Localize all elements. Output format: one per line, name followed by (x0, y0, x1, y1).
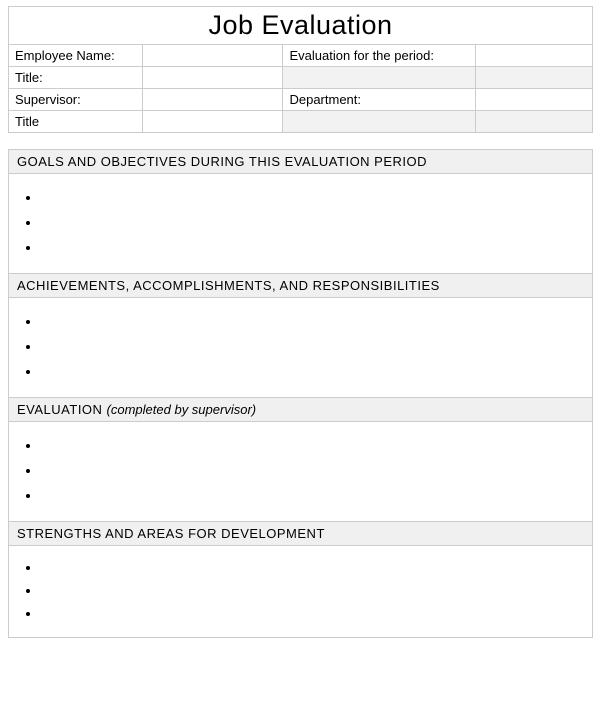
header-row: Title (9, 111, 593, 133)
page-title: Job Evaluation (208, 10, 392, 40)
title-label: Title: (9, 67, 143, 89)
page-container: Job Evaluation Employee Name: Evaluation… (0, 0, 601, 644)
bullet-item (41, 606, 582, 621)
section-header: STRENGTHS AND AREAS FOR DEVELOPMENT (9, 522, 592, 546)
section-header-text: STRENGTHS AND AREAS FOR DEVELOPMENT (17, 526, 325, 541)
section-header-text: ACHIEVEMENTS, ACCOMPLISHMENTS, AND RESPO… (17, 278, 440, 293)
bullet-item (41, 364, 582, 379)
header-row: Supervisor: Department: (9, 89, 593, 111)
bullet-item (41, 463, 582, 478)
bullet-item (41, 314, 582, 329)
bullet-list (19, 190, 582, 255)
employee-name-label: Employee Name: (9, 45, 143, 67)
section-header: ACHIEVEMENTS, ACCOMPLISHMENTS, AND RESPO… (9, 274, 592, 298)
section-strengths: STRENGTHS AND AREAS FOR DEVELOPMENT (8, 521, 593, 638)
section-body (9, 546, 592, 637)
title-value (143, 67, 283, 89)
bullet-item (41, 438, 582, 453)
evaluation-period-label: Evaluation for the period: (283, 45, 476, 67)
bullet-item (41, 339, 582, 354)
header-row: Employee Name: Evaluation for the period… (9, 45, 593, 67)
empty-cell (283, 67, 476, 89)
bullet-list (19, 438, 582, 503)
section-evaluation: EVALUATION (completed by supervisor) (8, 397, 593, 522)
supervisor-title-value (143, 111, 283, 133)
supervisor-value (143, 89, 283, 111)
section-goals: GOALS AND OBJECTIVES DURING THIS EVALUAT… (8, 149, 593, 274)
section-achievements: ACHIEVEMENTS, ACCOMPLISHMENTS, AND RESPO… (8, 273, 593, 398)
bullet-item (41, 560, 582, 575)
bullet-item (41, 583, 582, 598)
bullet-item (41, 488, 582, 503)
section-body (9, 422, 592, 521)
bullet-item (41, 240, 582, 255)
empty-cell (283, 111, 476, 133)
employee-name-value (143, 45, 283, 67)
supervisor-label: Supervisor: (9, 89, 143, 111)
bullet-list (19, 314, 582, 379)
section-header: GOALS AND OBJECTIVES DURING THIS EVALUAT… (9, 150, 592, 174)
header-table: Job Evaluation Employee Name: Evaluation… (8, 6, 593, 133)
bullet-item (41, 215, 582, 230)
section-body (9, 174, 592, 273)
section-header: EVALUATION (completed by supervisor) (9, 398, 592, 422)
bullet-list (19, 560, 582, 621)
section-header-suffix: (completed by supervisor) (107, 402, 257, 417)
bullet-item (41, 190, 582, 205)
department-label: Department: (283, 89, 476, 111)
section-header-text: GOALS AND OBJECTIVES DURING THIS EVALUAT… (17, 154, 427, 169)
evaluation-period-value (476, 45, 593, 67)
header-row: Title: (9, 67, 593, 89)
supervisor-title-label: Title (9, 111, 143, 133)
title-cell: Job Evaluation (9, 7, 593, 45)
department-value (476, 89, 593, 111)
empty-cell (476, 67, 593, 89)
section-header-text: EVALUATION (17, 402, 107, 417)
section-body (9, 298, 592, 397)
empty-cell (476, 111, 593, 133)
